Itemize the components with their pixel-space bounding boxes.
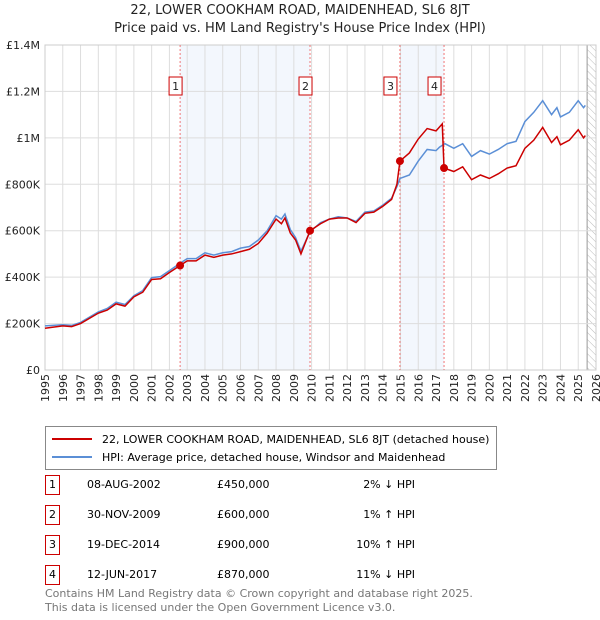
x-tick-label: 2020 <box>483 374 496 402</box>
hpi-line <box>44 99 586 327</box>
y-tick-label: £400K <box>5 271 41 284</box>
property-price-line <box>44 122 586 329</box>
legend-label: HPI: Average price, detached house, Wind… <box>102 450 446 464</box>
transaction-price: £900,000 <box>217 538 270 551</box>
x-tick-label: 2007 <box>252 374 265 402</box>
sale-label: 4 <box>431 80 438 93</box>
x-tick-label: 2015 <box>394 374 407 402</box>
x-tick-label: 2016 <box>412 374 425 402</box>
x-tick-label: 2014 <box>377 374 390 402</box>
sale-label: 3 <box>387 80 394 93</box>
sale-label-box <box>168 76 183 96</box>
sale-period-shading <box>180 45 311 370</box>
chart-title: 22, LOWER COOKHAM ROAD, MAIDENHEAD, SL6 … <box>130 3 470 18</box>
transaction-date: 30-NOV-2009 <box>87 508 161 521</box>
x-tick-label: 2013 <box>359 374 372 402</box>
x-tick-label: 2017 <box>430 374 443 402</box>
plot-frame <box>44 44 597 371</box>
marker-badge: 4 <box>45 565 60 585</box>
x-tick-label: 2008 <box>270 374 283 402</box>
transaction-price: £600,000 <box>217 508 270 521</box>
legend-item-hpi: HPI: Average price, detached house, Wind… <box>52 449 445 465</box>
transaction-hpi: 11% ↓ HPI <box>356 568 415 581</box>
x-tick-label: 2003 <box>181 374 194 402</box>
x-tick-label: 2018 <box>448 374 461 402</box>
legend-item-property: 22, LOWER COOKHAM ROAD, MAIDENHEAD, SL6 … <box>52 431 489 447</box>
x-tick-label: 2002 <box>163 374 176 402</box>
legend-swatch-red <box>52 438 92 440</box>
legend-swatch-blue <box>52 456 92 458</box>
x-tick-label: 1996 <box>57 374 70 402</box>
sale-label: 1 <box>172 80 179 93</box>
x-tick-label: 2000 <box>128 374 141 402</box>
x-tick-label: 1999 <box>110 374 123 402</box>
x-tick-label: 2026 <box>590 374 600 402</box>
x-tick-label: 2012 <box>341 374 354 402</box>
transaction-date: 12-JUN-2017 <box>87 568 158 581</box>
footer-line: Contains HM Land Registry data © Crown c… <box>45 587 473 600</box>
transaction-hpi: 10% ↑ HPI <box>356 538 415 551</box>
transaction-hpi: 1% ↑ HPI <box>363 508 415 521</box>
y-tick-label: £600K <box>5 225 41 238</box>
x-tick-label: 1995 <box>39 374 52 402</box>
sale-point <box>440 164 449 173</box>
sale-point <box>176 261 185 270</box>
transaction-date: 08-AUG-2002 <box>87 478 161 491</box>
x-tick-label: 2011 <box>323 374 336 402</box>
sale-label-box <box>383 76 398 96</box>
x-tick-label: 2006 <box>235 374 248 402</box>
marker-badge: 2 <box>45 505 60 525</box>
sale-period-shading <box>399 45 445 370</box>
sale-label-box <box>427 76 442 96</box>
x-tick-label: 1997 <box>75 374 88 402</box>
y-tick-label: £800K <box>5 178 41 191</box>
x-tick-label: 2023 <box>537 374 550 402</box>
sale-label-box <box>298 76 313 96</box>
price-chart: 1995 1996 1997 1998 1999 2000 2001 2002 2003 2004… <box>5 39 600 402</box>
y-tick-label: £1.2M <box>6 85 40 98</box>
x-tick-label: 2004 <box>199 374 212 402</box>
x-tick-label: 1998 <box>92 374 105 402</box>
legend-label: 22, LOWER COOKHAM ROAD, MAIDENHEAD, SL6 … <box>102 432 490 446</box>
x-tick-label: 2021 <box>501 374 514 402</box>
marker-badge: 1 <box>45 475 60 495</box>
transaction-price: £870,000 <box>217 568 270 581</box>
transaction-price: £450,000 <box>217 478 270 491</box>
x-tick-label: 2022 <box>519 374 532 402</box>
sale-point <box>395 157 404 166</box>
y-tick-label: £1.4M <box>6 39 40 52</box>
legend: 22, LOWER COOKHAM ROAD, MAIDENHEAD, SL6 … <box>45 426 497 470</box>
transaction-date: 19-DEC-2014 <box>87 538 161 551</box>
x-tick-label: 2009 <box>288 374 301 402</box>
transaction-hpi: 2% ↓ HPI <box>363 478 415 491</box>
x-tick-label: 2024 <box>554 374 567 402</box>
x-tick-label: 2025 <box>572 374 585 402</box>
x-tick-label: 2001 <box>146 374 159 402</box>
y-tick-label: £0 <box>26 364 40 377</box>
x-tick-label: 2005 <box>217 374 230 402</box>
marker-badge: 3 <box>45 535 60 555</box>
y-tick-label: £1M <box>17 132 41 145</box>
footer-line: This data is licensed under the Open Gov… <box>45 601 396 614</box>
y-tick-label: £200K <box>5 318 41 331</box>
chart-subtitle: Price paid vs. HM Land Registry's House … <box>114 21 486 36</box>
x-tick-label: 2019 <box>466 374 479 402</box>
x-tick-label: 2010 <box>306 374 319 402</box>
sale-point <box>306 226 315 235</box>
sale-label: 2 <box>302 80 309 93</box>
forecast-hatch <box>587 45 596 370</box>
